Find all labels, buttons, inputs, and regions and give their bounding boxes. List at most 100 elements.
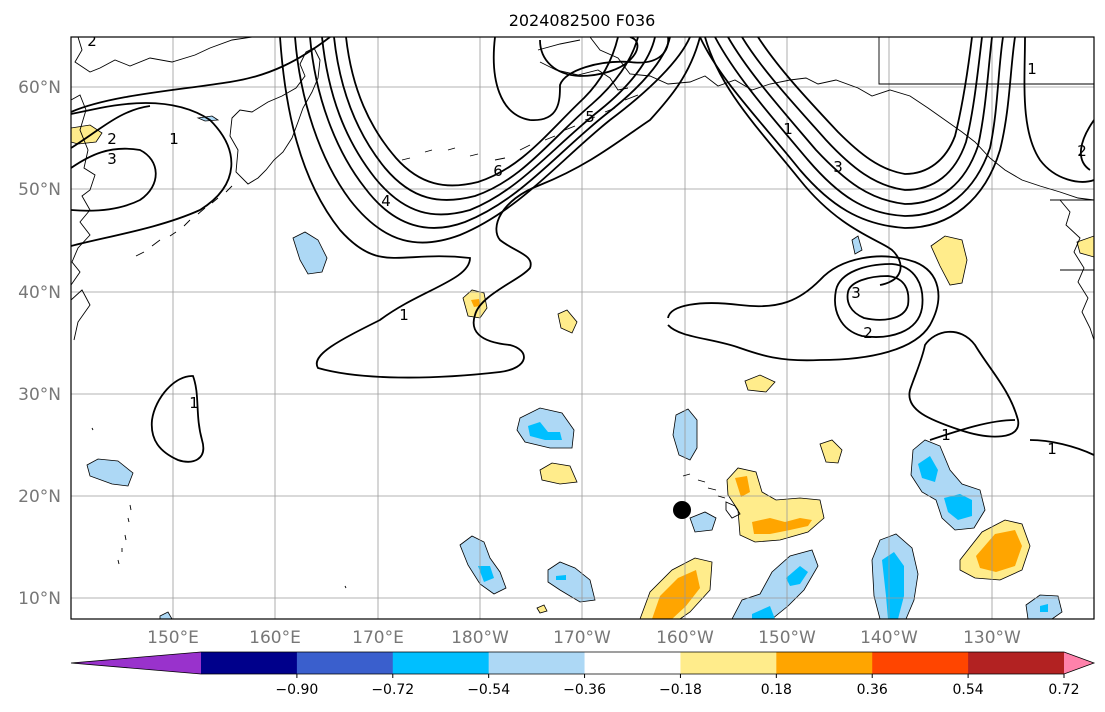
contour-east-c bbox=[727, 37, 993, 205]
lon-label: 150°E bbox=[147, 628, 199, 648]
anomaly-small-bottom-left bbox=[159, 611, 173, 619]
contour-label: 2 bbox=[107, 130, 117, 148]
colorbar-segment bbox=[392, 652, 490, 674]
lat-label: 40°N bbox=[18, 283, 61, 303]
lon-label: 150°W bbox=[758, 628, 816, 648]
contour-label: 4 bbox=[381, 192, 391, 210]
contour-east-1 bbox=[704, 37, 902, 286]
anomaly-negative-147e-23n bbox=[86, 458, 134, 487]
contour-trough-d bbox=[333, 37, 639, 201]
anomaly-negative-125w-9n-core bbox=[1040, 604, 1048, 612]
contour-east-outer-1 bbox=[1023, 37, 1094, 183]
anomaly-small-bottom-mid bbox=[536, 604, 548, 614]
contour-label: 3 bbox=[107, 150, 117, 168]
colorbar-segment bbox=[776, 652, 873, 674]
contour-central-1 bbox=[279, 37, 701, 379]
colorbar-segment bbox=[296, 652, 394, 674]
anomaly-positive-kamchatka bbox=[71, 124, 103, 145]
colorbar-tick-label: 0.18 bbox=[761, 682, 792, 698]
colorbar-tick-label: −0.90 bbox=[275, 682, 318, 698]
contour-label: 2 bbox=[87, 32, 97, 50]
colorbar-segment bbox=[584, 652, 681, 674]
contour-label: 1 bbox=[783, 120, 793, 138]
colorbar-segment bbox=[201, 652, 298, 674]
map-frame bbox=[70, 36, 1095, 620]
coastline-alaska bbox=[589, 37, 1094, 201]
colorbar-tick-label: −0.18 bbox=[659, 682, 702, 698]
contour-north-5 bbox=[539, 37, 639, 77]
colorbar-segment bbox=[680, 652, 777, 674]
anomaly-negative-140w-9n-core bbox=[882, 552, 904, 619]
coastline-kamchatka bbox=[229, 47, 321, 185]
lon-label: 170°E bbox=[352, 628, 404, 648]
anomaly-positive-hawaii-east-core bbox=[735, 476, 812, 534]
anomaly-negative-172w-11n-core bbox=[556, 575, 566, 580]
lon-label: 170°W bbox=[553, 628, 611, 648]
contour-east-d bbox=[741, 37, 983, 191]
contour-label: 3 bbox=[833, 158, 843, 176]
colorbar-tick-label: −0.54 bbox=[467, 682, 510, 698]
lon-label: 180°W bbox=[451, 628, 509, 648]
longitude-labels: 150°E 160°E 170°E 180°W 170°W 160°W 150°… bbox=[147, 628, 1021, 648]
lat-label: 60°N bbox=[18, 78, 61, 98]
colorbar-extension-max bbox=[1064, 652, 1094, 674]
anomaly-positive-134w-44n bbox=[930, 235, 968, 286]
contour-central-north bbox=[492, 37, 670, 121]
coastlines bbox=[71, 37, 1094, 589]
colorbar-tick-label: 0.36 bbox=[857, 682, 888, 698]
colorbar-segment bbox=[872, 652, 969, 674]
contour-label: 2 bbox=[1077, 142, 1087, 160]
map-title: 2024082500 F036 bbox=[509, 11, 656, 30]
contour-label: 1 bbox=[941, 426, 951, 444]
anomaly-negative-176w-27n-core bbox=[528, 422, 562, 440]
contour-east-lower bbox=[908, 330, 1020, 438]
contour-east-26n bbox=[929, 419, 1016, 441]
lat-label: 30°N bbox=[18, 385, 61, 405]
contour-label-group: 1 2 3 4 5 6 1 1 1 2 3 1 1 2 3 1 2 bbox=[87, 32, 1087, 458]
colorbar-segment bbox=[488, 652, 586, 674]
contour-trough-e bbox=[345, 37, 619, 187]
contour-trough-b bbox=[309, 37, 671, 229]
contour-label: 1 bbox=[169, 130, 179, 148]
contour-label: 1 bbox=[1027, 60, 1037, 78]
anomaly-negative-152w-45n bbox=[851, 235, 863, 255]
contour-west-3 bbox=[71, 147, 157, 212]
contour-label: 3 bbox=[851, 284, 861, 302]
anomaly-negative-150w-10n bbox=[731, 549, 819, 619]
anomaly-negative-150w-10n-core bbox=[752, 566, 808, 619]
coastline-hawaii bbox=[682, 473, 741, 519]
contour-label: 1 bbox=[399, 306, 409, 324]
coastline-kuril-islands bbox=[135, 185, 233, 257]
anomaly-positive-dateline-north-core bbox=[471, 299, 480, 307]
contour-label: 6 bbox=[493, 162, 503, 180]
anomaly-negative-180-12n bbox=[459, 535, 507, 595]
contour-west-1 bbox=[71, 102, 233, 247]
latitude-labels: 60°N 50°N 40°N 30°N 20°N 10°N bbox=[18, 78, 61, 609]
contour-sw-1 bbox=[150, 375, 205, 463]
contour-trough-c bbox=[321, 37, 656, 216]
anomaly-positive-175w-37n bbox=[557, 309, 578, 334]
contour-low-2 bbox=[834, 263, 924, 338]
lat-label: 50°N bbox=[18, 180, 61, 200]
lat-label: 10°N bbox=[18, 589, 61, 609]
colorbar-tick-label: −0.72 bbox=[371, 682, 414, 698]
contour-far-east bbox=[1080, 119, 1094, 171]
anomaly-positive-153w-31n bbox=[744, 374, 776, 393]
graticule bbox=[71, 37, 1094, 619]
lon-label: 130°W bbox=[963, 628, 1021, 648]
contour-low-3 bbox=[846, 275, 910, 321]
contour-east-1-wave bbox=[667, 255, 940, 362]
lon-label: 160°W bbox=[656, 628, 714, 648]
coastline-small-islands bbox=[91, 427, 347, 589]
anomaly-negative-180-12n-core bbox=[478, 566, 494, 582]
coastline-us-state-borders bbox=[878, 37, 1094, 271]
colorbar-tick-label: 0.54 bbox=[953, 682, 984, 698]
colorbar: −0.90 −0.72 −0.54 −0.36 −0.18 0.18 0.36 0.54 0.7… bbox=[70, 651, 1096, 698]
contour-lines bbox=[71, 37, 1094, 463]
coastline-north-america-west bbox=[1059, 199, 1094, 341]
colorbar-tick-label: 0.72 bbox=[1048, 682, 1079, 698]
colorbar-extension-min bbox=[71, 652, 201, 674]
storm-center-marker bbox=[673, 501, 691, 519]
contour-label: 5 bbox=[585, 108, 595, 126]
